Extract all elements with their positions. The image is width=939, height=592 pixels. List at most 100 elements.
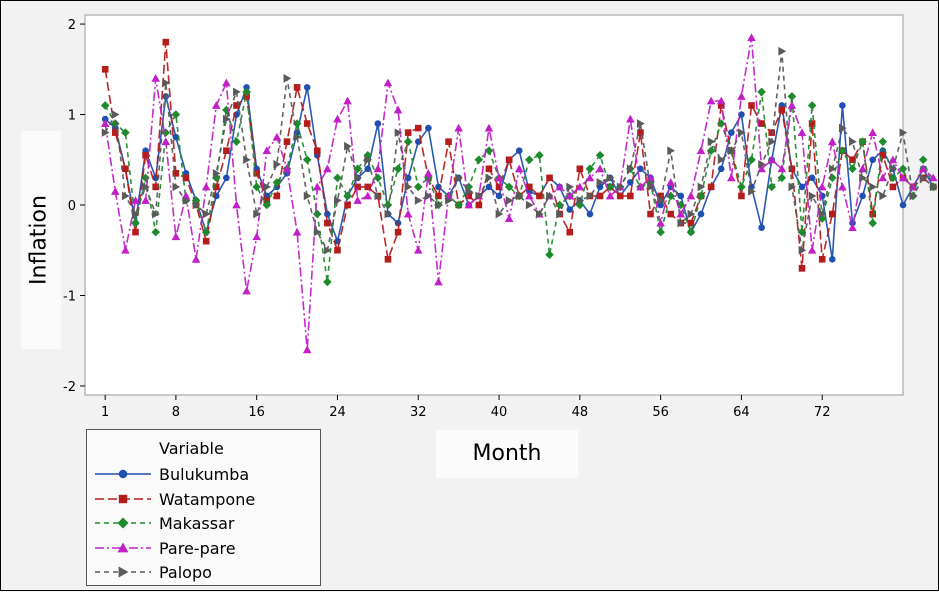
data-point-palopo: [919, 173, 928, 183]
data-point-pare-pare: [434, 277, 443, 286]
data-point-pare-pare: [131, 196, 140, 204]
data-point-bulukumba: [101, 115, 109, 123]
y-tick-label: 0: [68, 199, 76, 214]
data-point-palopo: [323, 245, 332, 255]
data-point-palopo: [566, 182, 575, 192]
y-axis-label: Inflation: [26, 195, 52, 285]
data-point-pare-pare: [100, 119, 110, 128]
data-point-watampone: [647, 210, 654, 218]
data-point-bulukumba: [869, 156, 877, 164]
data-point-palopo: [313, 227, 322, 237]
data-point-watampone: [526, 183, 533, 191]
data-point-palopo: [293, 132, 302, 142]
data-point-bulukumba: [728, 129, 735, 136]
legend-marker: [118, 566, 129, 578]
data-point-palopo: [647, 182, 655, 192]
data-point-bulukumba: [223, 174, 230, 182]
data-point-palopo: [838, 123, 847, 133]
data-point-palopo: [637, 119, 645, 128]
legend-marker: [117, 517, 129, 529]
data-point-watampone: [182, 174, 190, 182]
data-point-pare-pare: [878, 173, 888, 182]
data-point-pare-pare: [111, 187, 120, 195]
data-point-makassar: [535, 150, 544, 160]
data-point-bulukumba: [435, 183, 442, 191]
data-point-makassar: [666, 191, 676, 201]
legend-symbol-pare-pare: [95, 542, 151, 552]
data-point-makassar: [777, 173, 787, 183]
data-point-watampone: [818, 255, 826, 263]
data-point-makassar: [595, 150, 605, 160]
data-point-pare-pare: [343, 96, 352, 105]
data-point-bulukumba: [243, 84, 250, 91]
data-point-makassar: [747, 155, 756, 165]
data-point-pare-pare: [757, 164, 766, 173]
data-point-palopo: [515, 191, 524, 201]
legend-label: Makassar: [159, 514, 235, 533]
data-point-makassar: [504, 182, 514, 192]
data-point-palopo: [788, 182, 797, 192]
data-point-pare-pare: [222, 78, 231, 87]
data-point-palopo: [616, 182, 625, 192]
data-point-watampone: [465, 192, 473, 200]
data-point-makassar: [737, 182, 746, 192]
data-point-palopo: [222, 114, 231, 124]
data-point-palopo: [465, 187, 474, 196]
data-point-pare-pare: [121, 245, 130, 254]
data-point-watampone: [273, 192, 281, 200]
data-point-palopo: [283, 74, 292, 83]
data-point-bulukumba: [152, 174, 159, 182]
legend-symbol-makassar: [95, 517, 151, 529]
x-axis: 1 8 16 24 32 40 48 56 64 72: [101, 395, 830, 420]
series-line-watampone: [104, 41, 934, 270]
data-point-pare-pare: [262, 146, 272, 155]
data-point-watampone: [829, 210, 836, 218]
x-tick-label: 72: [814, 405, 831, 420]
y-tick-label: 1: [68, 109, 76, 124]
series-line-palopo: [104, 50, 934, 251]
data-point-watampone: [717, 102, 725, 109]
legend-marker: [117, 542, 129, 552]
data-point-palopo: [334, 196, 342, 205]
data-point-palopo: [525, 200, 534, 210]
legend-symbol-watampone: [95, 494, 151, 503]
data-point-palopo: [606, 173, 615, 183]
data-point-pare-pare: [636, 182, 645, 191]
data-point-palopo: [354, 173, 362, 183]
data-point-bulukumba: [637, 165, 644, 173]
data-point-makassar: [807, 101, 817, 110]
x-tick-label: 8: [172, 405, 180, 420]
data-point-makassar: [413, 182, 423, 192]
data-point-palopo: [556, 209, 564, 219]
data-point-makassar: [878, 137, 888, 146]
data-point-palopo: [202, 209, 211, 219]
data-point-makassar: [292, 119, 302, 128]
data-point-watampone: [637, 129, 644, 136]
data-point-palopo: [768, 137, 777, 146]
data-point-palopo: [273, 159, 282, 169]
data-point-pare-pare: [211, 101, 221, 109]
data-point-makassar: [252, 182, 261, 192]
data-point-bulukumba: [899, 201, 907, 209]
legend-marker: [118, 494, 128, 503]
data-point-palopo: [899, 128, 908, 137]
data-point-palopo: [435, 200, 443, 210]
data-point-watampone: [122, 165, 129, 173]
data-point-palopo: [111, 110, 120, 119]
data-point-makassar: [383, 200, 393, 210]
data-point-watampone: [495, 183, 503, 191]
data-point-pare-pare: [686, 191, 696, 200]
data-point-palopo: [121, 191, 130, 201]
x-tick-label: 1: [101, 405, 109, 420]
data-point-makassar: [312, 209, 322, 219]
x-tick-label: 64: [733, 405, 750, 420]
data-point-bulukumba: [566, 206, 574, 213]
data-point-pare-pare: [363, 191, 373, 200]
data-point-pare-pare: [454, 123, 463, 132]
x-axis-label: Month: [472, 441, 542, 466]
data-point-pare-pare: [161, 137, 171, 146]
data-point-watampone: [152, 183, 159, 191]
data-point-pare-pare: [716, 96, 726, 105]
legend-item-bulukumba: Bulukumba: [93, 463, 315, 487]
data-point-pare-pare: [595, 164, 605, 173]
